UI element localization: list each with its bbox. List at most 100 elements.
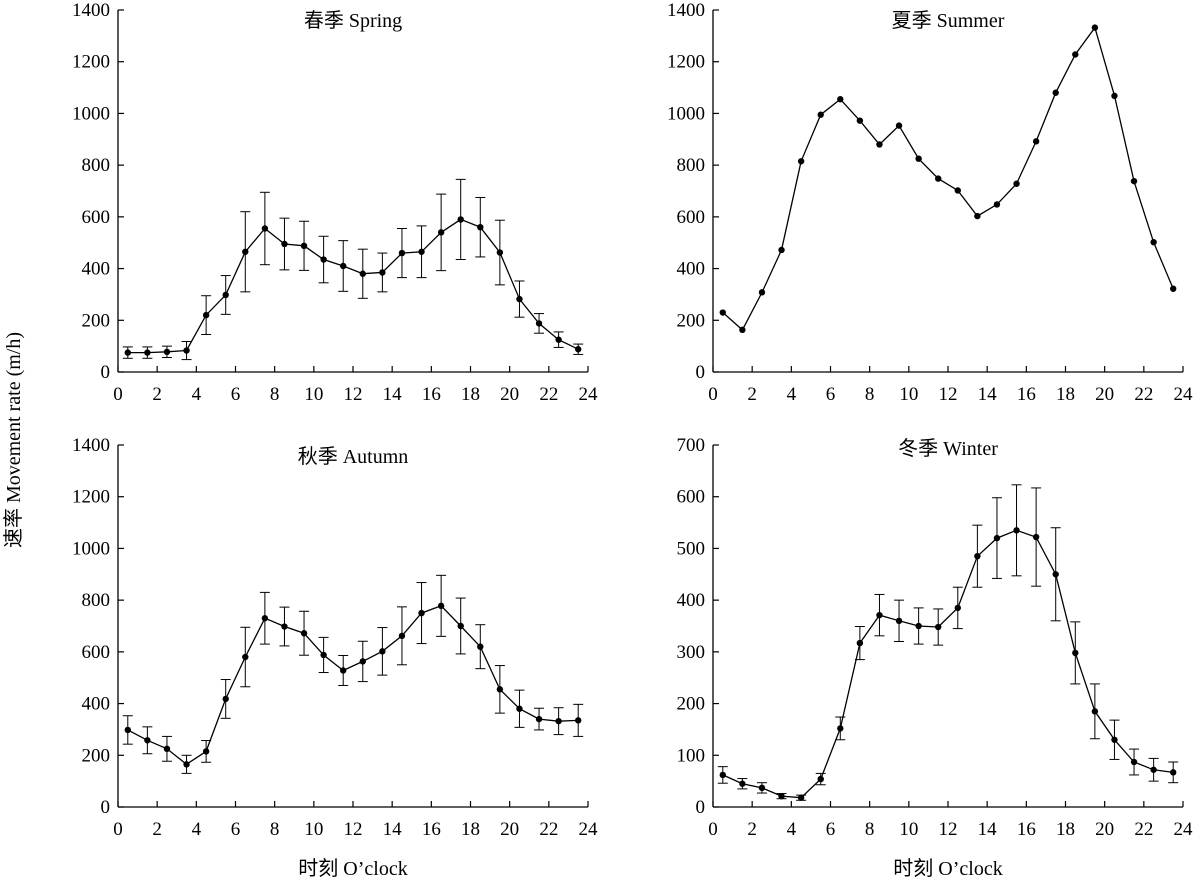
data-point (856, 117, 864, 124)
data-point (202, 748, 210, 755)
data-point (837, 96, 844, 103)
data-point (359, 658, 366, 665)
data-point (1150, 766, 1157, 773)
data-point (379, 269, 386, 276)
x-tick-label: 10 (899, 819, 918, 840)
y-tick-label: 0 (696, 362, 706, 383)
data-point (183, 761, 190, 768)
series-line (722, 26, 1174, 331)
data-point (1032, 533, 1040, 541)
x-tick-label: 18 (1056, 384, 1075, 405)
x-tick-label: 4 (192, 384, 202, 405)
panel-title: 春季 Spring (304, 9, 402, 32)
data-point (1130, 758, 1138, 766)
data-point (202, 311, 210, 319)
data-point (1052, 89, 1059, 96)
x-tick-label: 14 (383, 819, 403, 840)
x-tick-label: 4 (787, 384, 797, 405)
x-tick-label: 10 (304, 384, 323, 405)
data-point (817, 775, 824, 783)
y-tick-label: 800 (82, 155, 111, 176)
data-point (340, 667, 347, 674)
data-point (379, 648, 386, 655)
data-point (817, 111, 824, 118)
x-axis-label-left: 时刻 O’clock (298, 857, 407, 880)
y-tick-label: 600 (82, 642, 111, 663)
x-tick-label: 12 (344, 384, 363, 405)
x-axis-label-right: 时刻 O’clock (893, 857, 1002, 880)
data-point (398, 249, 406, 257)
data-point (418, 609, 425, 617)
data-point (183, 347, 190, 354)
data-point (555, 336, 562, 343)
y-tick-label: 1000 (72, 103, 110, 124)
data-point (935, 623, 942, 631)
x-tick-label: 10 (304, 819, 323, 840)
data-point (837, 725, 844, 732)
data-point (895, 617, 903, 625)
y-tick-label: 1200 (667, 52, 705, 73)
x-tick-label: 6 (231, 384, 241, 405)
data-point (1111, 92, 1118, 100)
data-point (954, 604, 961, 612)
y-tick-label: 0 (696, 797, 706, 818)
data-point (974, 552, 981, 560)
data-point (457, 622, 464, 630)
data-point (222, 695, 229, 703)
data-point (1013, 180, 1020, 187)
y-tick-label: 300 (677, 642, 706, 663)
data-point (915, 155, 922, 162)
y-tick-label: 1400 (72, 0, 110, 21)
data-point (778, 792, 785, 800)
data-point (993, 534, 1001, 542)
data-point (876, 141, 883, 148)
y-tick-label: 400 (82, 259, 111, 280)
data-point (242, 248, 249, 255)
data-point (300, 242, 308, 250)
y-tick-label: 700 (677, 435, 706, 456)
x-tick-label: 2 (152, 384, 162, 405)
x-tick-label: 18 (461, 384, 480, 405)
x-tick-label: 14 (978, 384, 998, 405)
x-tick-label: 2 (747, 384, 757, 405)
y-tick-label: 0 (101, 362, 111, 383)
data-point (954, 187, 961, 194)
series-line (127, 605, 579, 766)
data-point (261, 615, 269, 622)
y-tick-label: 600 (677, 207, 706, 228)
data-point (535, 320, 543, 327)
x-tick-label: 2 (152, 819, 162, 840)
x-tick-label: 12 (344, 819, 363, 840)
data-point (797, 158, 805, 165)
y-tick-label: 400 (677, 590, 706, 611)
panel-title: 秋季 Autumn (298, 445, 409, 468)
data-point (477, 224, 484, 231)
data-point (1091, 708, 1099, 715)
y-tick-label: 400 (677, 259, 706, 280)
panel-title: 夏季 Summer (892, 9, 1005, 32)
data-point (496, 249, 504, 256)
data-point (555, 717, 562, 725)
data-point (124, 349, 131, 356)
data-point (320, 256, 327, 263)
y-tick-label: 800 (677, 155, 706, 176)
x-tick-label: 24 (579, 819, 599, 840)
x-tick-label: 6 (231, 819, 241, 840)
data-point (758, 289, 766, 296)
data-point (1170, 285, 1177, 292)
data-point (739, 326, 746, 334)
x-tick-label: 6 (826, 384, 836, 405)
x-tick-label: 18 (461, 819, 480, 840)
y-tick-label: 200 (82, 745, 111, 766)
x-tick-label: 4 (192, 819, 202, 840)
data-point (797, 794, 805, 801)
data-point (1052, 571, 1059, 578)
data-point (1130, 177, 1138, 185)
x-tick-label: 24 (579, 384, 599, 405)
data-point (974, 212, 981, 220)
data-point (719, 309, 726, 316)
